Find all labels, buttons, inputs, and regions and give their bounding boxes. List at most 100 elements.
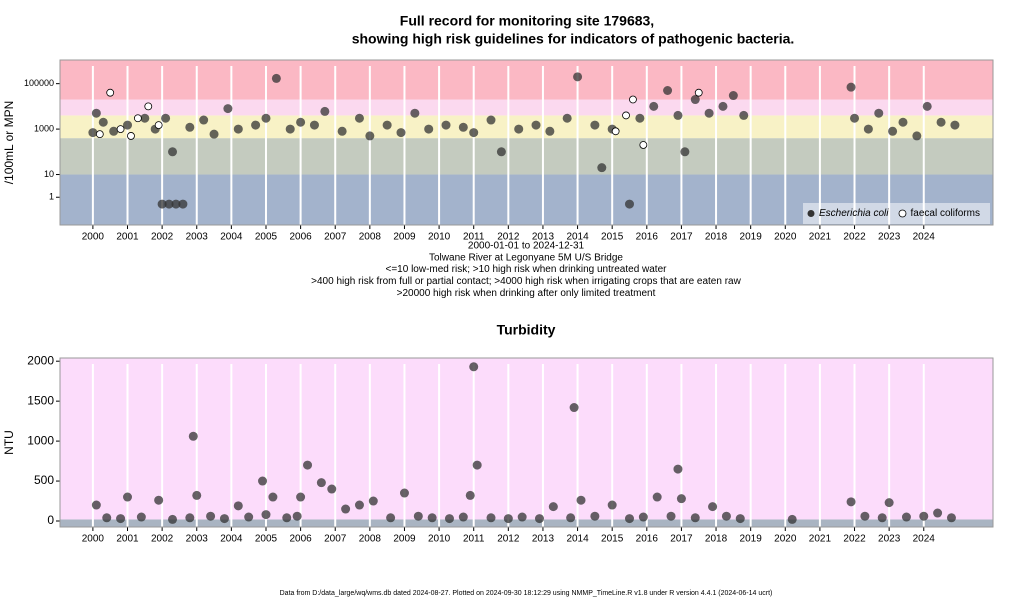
x-tick-label: 2019 xyxy=(740,232,763,243)
data-point xyxy=(382,120,392,130)
data-point xyxy=(517,512,527,522)
data-point xyxy=(472,460,482,470)
legend-label: Escherichia coli xyxy=(819,208,889,219)
data-point xyxy=(133,114,142,123)
data-point xyxy=(469,362,479,372)
x-tick-label: 2024 xyxy=(913,232,936,243)
data-point xyxy=(694,88,703,97)
x-tick-label: 2023 xyxy=(878,534,901,545)
legend-label: faecal coliforms xyxy=(910,208,979,219)
data-point xyxy=(185,513,195,523)
data-point xyxy=(531,120,541,130)
x-tick-label: 2014 xyxy=(566,232,589,243)
data-point xyxy=(728,91,738,101)
plot-frame xyxy=(59,59,994,226)
data-point xyxy=(303,460,313,470)
risk-band xyxy=(60,60,993,100)
data-point xyxy=(223,104,233,114)
data-point xyxy=(573,72,583,82)
y-axis-label: /100mL or MPN xyxy=(2,101,16,185)
data-point xyxy=(673,110,683,120)
data-point xyxy=(164,199,174,209)
data-point xyxy=(708,502,718,512)
x-tick-label: 2013 xyxy=(532,534,555,545)
data-point xyxy=(396,128,406,138)
risk-band xyxy=(60,115,993,139)
data-point xyxy=(545,126,555,136)
x-tick-label: 2008 xyxy=(359,232,382,243)
data-point xyxy=(690,95,700,105)
data-point xyxy=(154,495,164,505)
data-point xyxy=(233,124,243,134)
x-tick-label: 2010 xyxy=(428,534,451,545)
data-point xyxy=(874,108,884,118)
data-point xyxy=(102,513,112,523)
x-tick-label: 2011 xyxy=(463,232,485,243)
x-tick-label: 2022 xyxy=(843,232,866,243)
axis-note: Tolwane River at Legonyane 5M U/S Bridge xyxy=(429,252,623,263)
data-point xyxy=(271,73,281,83)
data-point xyxy=(144,102,153,111)
x-tick-label: 2019 xyxy=(740,534,763,545)
data-point xyxy=(458,512,468,522)
data-point xyxy=(161,113,171,123)
data-point xyxy=(898,117,908,127)
data-point xyxy=(718,101,728,111)
data-point xyxy=(566,513,576,523)
data-point xyxy=(127,132,135,140)
data-point xyxy=(936,117,946,127)
data-point xyxy=(860,511,870,521)
data-point xyxy=(919,511,929,521)
data-point xyxy=(514,124,524,134)
data-point xyxy=(787,514,797,524)
x-tick-label: 2003 xyxy=(186,534,209,545)
data-point xyxy=(91,108,101,118)
data-point xyxy=(922,101,932,111)
x-tick-label: 2012 xyxy=(497,534,520,545)
data-point xyxy=(244,512,254,522)
data-point xyxy=(611,127,620,136)
data-point xyxy=(590,511,600,521)
data-point xyxy=(739,110,749,120)
y-tick-label: 1000 xyxy=(34,123,54,133)
x-tick-label: 2003 xyxy=(186,232,209,243)
data-point xyxy=(624,199,634,209)
x-tick-label: 2016 xyxy=(636,232,659,243)
x-tick-label: 2015 xyxy=(601,232,624,243)
data-point xyxy=(704,108,714,118)
data-point xyxy=(386,513,396,523)
data-point xyxy=(337,126,347,136)
data-point xyxy=(261,113,271,123)
data-point xyxy=(877,513,887,523)
risk-band xyxy=(60,138,993,175)
data-point xyxy=(635,113,645,123)
data-point xyxy=(846,82,856,92)
data-point xyxy=(399,488,409,498)
x-tick-label: 2006 xyxy=(289,534,312,545)
x-tick-label: 2020 xyxy=(774,534,797,545)
data-point xyxy=(95,130,104,139)
x-tick-label: 2010 xyxy=(428,232,451,243)
chart-subtitle: showing high risk guidelines for indicat… xyxy=(352,31,795,47)
data-point xyxy=(178,199,188,209)
x-tick-label: 2008 xyxy=(359,534,382,545)
data-point xyxy=(548,502,558,512)
data-point xyxy=(850,113,860,123)
data-point xyxy=(268,492,278,502)
x-tick-label: 2018 xyxy=(705,534,728,545)
axis-note: >20000 high risk when drinking after onl… xyxy=(397,288,656,299)
data-point xyxy=(410,108,420,118)
data-point xyxy=(912,131,922,141)
x-tick-label: 2020 xyxy=(774,232,797,243)
data-point xyxy=(424,124,434,134)
data-point xyxy=(680,147,690,157)
data-point xyxy=(946,513,956,523)
x-tick-label: 2018 xyxy=(705,232,728,243)
x-tick-label: 2011 xyxy=(463,534,485,545)
data-point xyxy=(354,113,364,123)
data-point xyxy=(444,514,454,524)
x-tick-label: 2005 xyxy=(255,534,278,545)
x-tick-label: 2009 xyxy=(393,534,416,545)
data-point xyxy=(469,128,479,138)
y-tick-label: 1000 xyxy=(27,433,54,447)
